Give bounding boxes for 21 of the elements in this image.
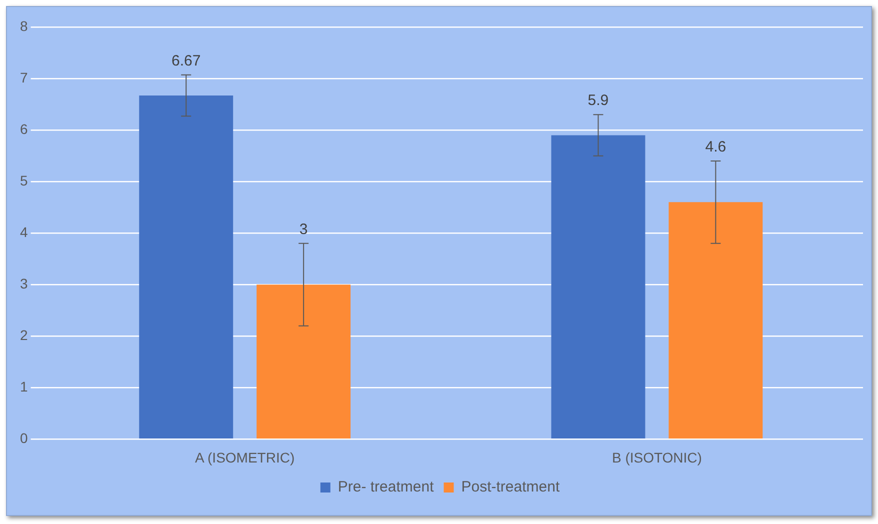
y-tick-label: 3 bbox=[20, 275, 28, 292]
y-tick-label: 7 bbox=[20, 69, 28, 86]
data-label: 3 bbox=[299, 221, 308, 238]
y-tick-label: 0 bbox=[20, 430, 28, 446]
bar bbox=[668, 202, 763, 439]
y-tick-label: 4 bbox=[20, 224, 28, 240]
x-tick-label: A (ISOMETRIC) bbox=[195, 449, 295, 466]
x-tick-label: B (ISOTONIC) bbox=[612, 449, 702, 466]
legend-label: Post-treatment bbox=[461, 478, 560, 496]
bar bbox=[256, 284, 351, 439]
y-tick-label: 2 bbox=[20, 327, 28, 344]
y-tick-label: 6 bbox=[20, 120, 28, 137]
data-label: 5.9 bbox=[588, 92, 609, 110]
data-label: 4.6 bbox=[705, 138, 726, 156]
y-tick-label: 5 bbox=[20, 172, 28, 188]
y-tick-label: 8 bbox=[20, 18, 28, 34]
bar bbox=[551, 135, 646, 439]
data-label: 6.67 bbox=[172, 52, 201, 70]
bar bbox=[139, 96, 234, 439]
y-tick-label: 1 bbox=[20, 378, 28, 395]
legend-label: Pre- treatment bbox=[338, 478, 435, 496]
